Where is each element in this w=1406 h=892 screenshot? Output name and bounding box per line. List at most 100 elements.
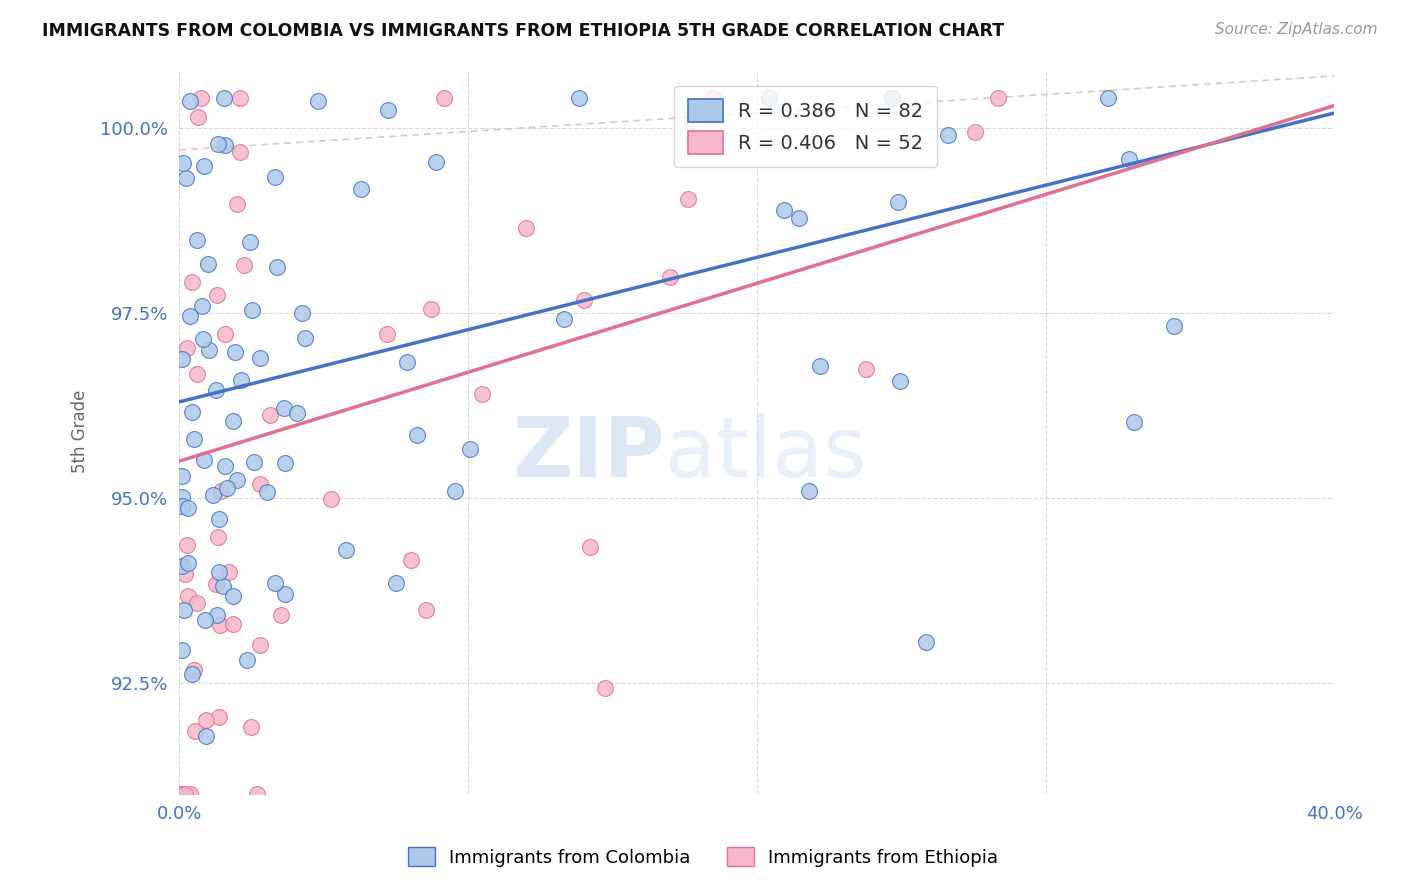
- Point: [177, 556, 200, 570]
- Point: [184, 724, 207, 739]
- Point: [914, 635, 936, 649]
- Point: [172, 558, 194, 573]
- Point: [214, 91, 236, 105]
- Point: [593, 681, 616, 696]
- Point: [181, 275, 204, 289]
- Point: [187, 110, 209, 124]
- Point: [385, 576, 408, 591]
- Point: [676, 192, 699, 206]
- Point: [224, 344, 246, 359]
- Point: [266, 260, 288, 274]
- Point: [217, 481, 239, 495]
- Point: [285, 406, 308, 420]
- Point: [221, 414, 243, 428]
- Point: [173, 603, 195, 617]
- Point: [229, 373, 252, 387]
- Point: [222, 617, 245, 632]
- Point: [321, 492, 343, 507]
- Point: [889, 374, 911, 388]
- Point: [855, 362, 877, 376]
- Point: [433, 91, 456, 105]
- Point: [208, 512, 231, 526]
- Point: [214, 327, 236, 342]
- Point: [173, 788, 195, 802]
- Point: [377, 103, 399, 117]
- Point: [350, 182, 373, 196]
- Point: [572, 293, 595, 307]
- Point: [797, 483, 820, 498]
- Point: [172, 788, 194, 802]
- Point: [335, 543, 357, 558]
- Point: [207, 530, 229, 544]
- Point: [195, 729, 218, 743]
- Point: [274, 456, 297, 470]
- Point: [176, 341, 198, 355]
- Point: [270, 608, 292, 623]
- Point: [1097, 91, 1119, 105]
- Point: [214, 459, 236, 474]
- Point: [239, 235, 262, 249]
- Point: [214, 138, 236, 153]
- Point: [207, 136, 229, 151]
- Point: [205, 383, 228, 397]
- Point: [209, 618, 232, 632]
- Point: [208, 565, 231, 579]
- Point: [208, 710, 231, 724]
- Point: [405, 427, 427, 442]
- Point: [578, 541, 600, 555]
- Point: [249, 638, 271, 652]
- Point: [183, 432, 205, 446]
- Point: [263, 576, 285, 591]
- Point: [291, 306, 314, 320]
- Point: [202, 488, 225, 502]
- Point: [249, 477, 271, 491]
- Point: [395, 355, 418, 369]
- Point: [179, 94, 201, 108]
- Text: ZIP: ZIP: [512, 413, 665, 493]
- Point: [702, 91, 724, 105]
- Point: [172, 788, 194, 802]
- Point: [425, 155, 447, 169]
- Point: [194, 613, 217, 627]
- Legend: Immigrants from Colombia, Immigrants from Ethiopia: Immigrants from Colombia, Immigrants fro…: [401, 840, 1005, 874]
- Legend: R = 0.386   N = 82, R = 0.406   N = 52: R = 0.386 N = 82, R = 0.406 N = 52: [675, 86, 938, 168]
- Point: [242, 455, 264, 469]
- Point: [1163, 319, 1185, 334]
- Point: [263, 170, 285, 185]
- Point: [471, 386, 494, 401]
- Point: [239, 720, 262, 734]
- Point: [273, 401, 295, 416]
- Point: [256, 485, 278, 500]
- Point: [249, 351, 271, 365]
- Point: [172, 155, 194, 169]
- Point: [205, 577, 228, 591]
- Y-axis label: 5th Grade: 5th Grade: [72, 390, 89, 473]
- Point: [228, 91, 250, 105]
- Point: [419, 301, 441, 316]
- Point: [197, 257, 219, 271]
- Point: [294, 331, 316, 345]
- Point: [415, 602, 437, 616]
- Point: [186, 233, 208, 247]
- Point: [172, 469, 194, 483]
- Point: [172, 352, 194, 367]
- Point: [193, 453, 215, 467]
- Point: [186, 367, 208, 381]
- Point: [936, 128, 959, 142]
- Point: [233, 259, 256, 273]
- Point: [568, 91, 591, 105]
- Point: [787, 211, 810, 225]
- Point: [1118, 152, 1140, 166]
- Point: [235, 653, 257, 667]
- Point: [259, 408, 281, 422]
- Point: [198, 343, 221, 357]
- Point: [172, 643, 194, 657]
- Point: [193, 160, 215, 174]
- Point: [658, 269, 681, 284]
- Point: [246, 788, 269, 802]
- Point: [180, 405, 202, 419]
- Point: [375, 327, 398, 342]
- Point: [887, 195, 910, 210]
- Point: [179, 309, 201, 323]
- Point: [808, 359, 831, 373]
